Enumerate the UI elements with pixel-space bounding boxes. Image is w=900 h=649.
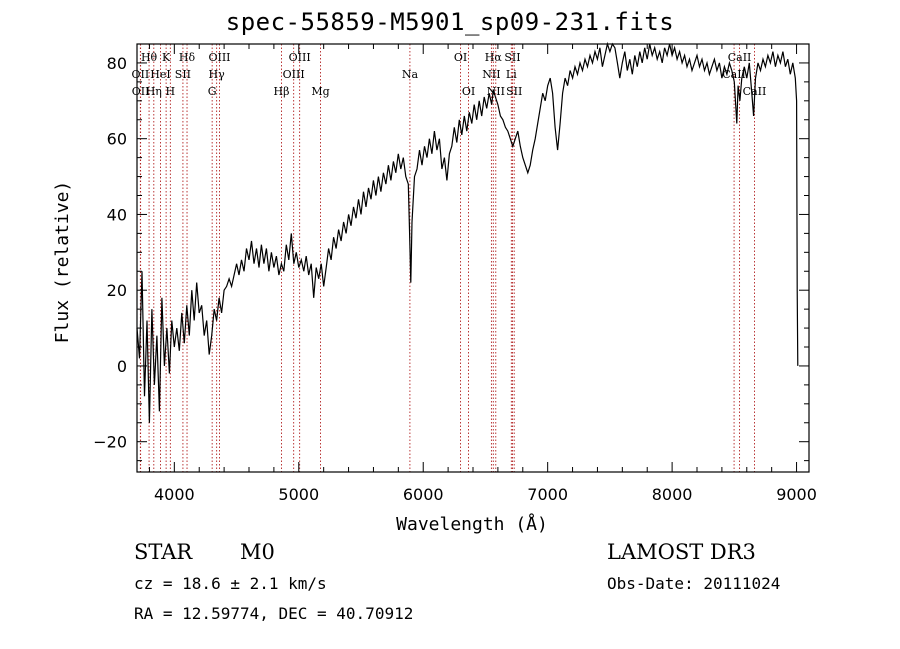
- y-tick-label-40: 40: [107, 205, 127, 224]
- line-marker-label-4: HeI: [150, 68, 170, 81]
- line-marker-label-21: NII: [482, 68, 500, 81]
- line-marker-label-11: G: [208, 85, 217, 98]
- line-marker-label-0: Hθ: [141, 51, 158, 64]
- line-marker-label-18: OI: [462, 85, 475, 98]
- y-tick-label-60: 60: [107, 130, 127, 149]
- flux-series-line: [136, 41, 799, 423]
- obs-date-readout: Obs-Date: 20111024: [607, 574, 781, 593]
- y-tick-label--20: −20: [93, 433, 127, 452]
- x-tick-label-4000: 4000: [154, 485, 195, 504]
- line-marker-label-20: SII: [504, 51, 520, 64]
- survey-label: LAMOST DR3: [607, 540, 756, 564]
- line-marker-label-1: OII: [132, 68, 150, 81]
- x-tick-label-5000: 5000: [278, 485, 319, 504]
- y-tick-label-80: 80: [107, 54, 127, 73]
- line-marker-label-2: OII: [132, 85, 150, 98]
- object-class-label: STAR: [134, 540, 193, 564]
- subclass-label: M0: [240, 540, 275, 564]
- y-tick-label-20: 20: [107, 281, 127, 300]
- y-tick-label-0: 0: [117, 357, 127, 376]
- line-marker-label-16: Na: [402, 68, 419, 81]
- line-marker-label-10: Hγ: [209, 68, 226, 81]
- line-marker-label-23: NII: [487, 85, 505, 98]
- line-marker-label-14: OIII: [283, 68, 305, 81]
- plot-frame: [136, 43, 810, 473]
- line-marker-label-6: H: [166, 85, 176, 98]
- redshift-readout: cz = 18.6 ± 2.1 km/s: [134, 574, 327, 593]
- line-marker-label-13: OIII: [289, 51, 311, 64]
- x-tick-label-7000: 7000: [527, 485, 568, 504]
- coordinates-readout: RA = 12.59774, DEC = 40.70912: [134, 604, 414, 623]
- chart-title: spec-55859-M5901_sp09-231.fits: [225, 8, 675, 36]
- line-marker-label-9: OIII: [208, 51, 230, 64]
- line-marker-label-17: OI: [454, 51, 467, 64]
- spectral-line-markers: [139, 44, 755, 472]
- line-marker-label-24: SII: [506, 85, 522, 98]
- axis-ticks: [137, 43, 809, 472]
- x-tick-label-6000: 6000: [403, 485, 444, 504]
- line-marker-label-22: Li: [506, 68, 517, 81]
- line-marker-label-12: Hβ: [274, 85, 290, 98]
- line-marker-label-7: SII: [175, 68, 191, 81]
- x-axis-label: Wavelength (Å): [396, 513, 548, 535]
- line-marker-label-8: Hδ: [179, 51, 196, 64]
- line-marker-label-15: Mg: [311, 85, 329, 98]
- line-marker-label-19: Hα: [485, 51, 503, 64]
- y-axis-label: Flux (relative): [52, 181, 73, 344]
- line-marker-label-3: Hη: [146, 85, 162, 98]
- axis-tick-labels: 4000 5000 6000 7000 8000 9000 −20 0 20 40 60 80: [93, 54, 817, 504]
- line-marker-label-25: CaII: [728, 51, 752, 64]
- x-tick-label-9000: 9000: [776, 485, 817, 504]
- line-marker-label-5: K: [162, 51, 171, 64]
- x-tick-label-8000: 8000: [652, 485, 693, 504]
